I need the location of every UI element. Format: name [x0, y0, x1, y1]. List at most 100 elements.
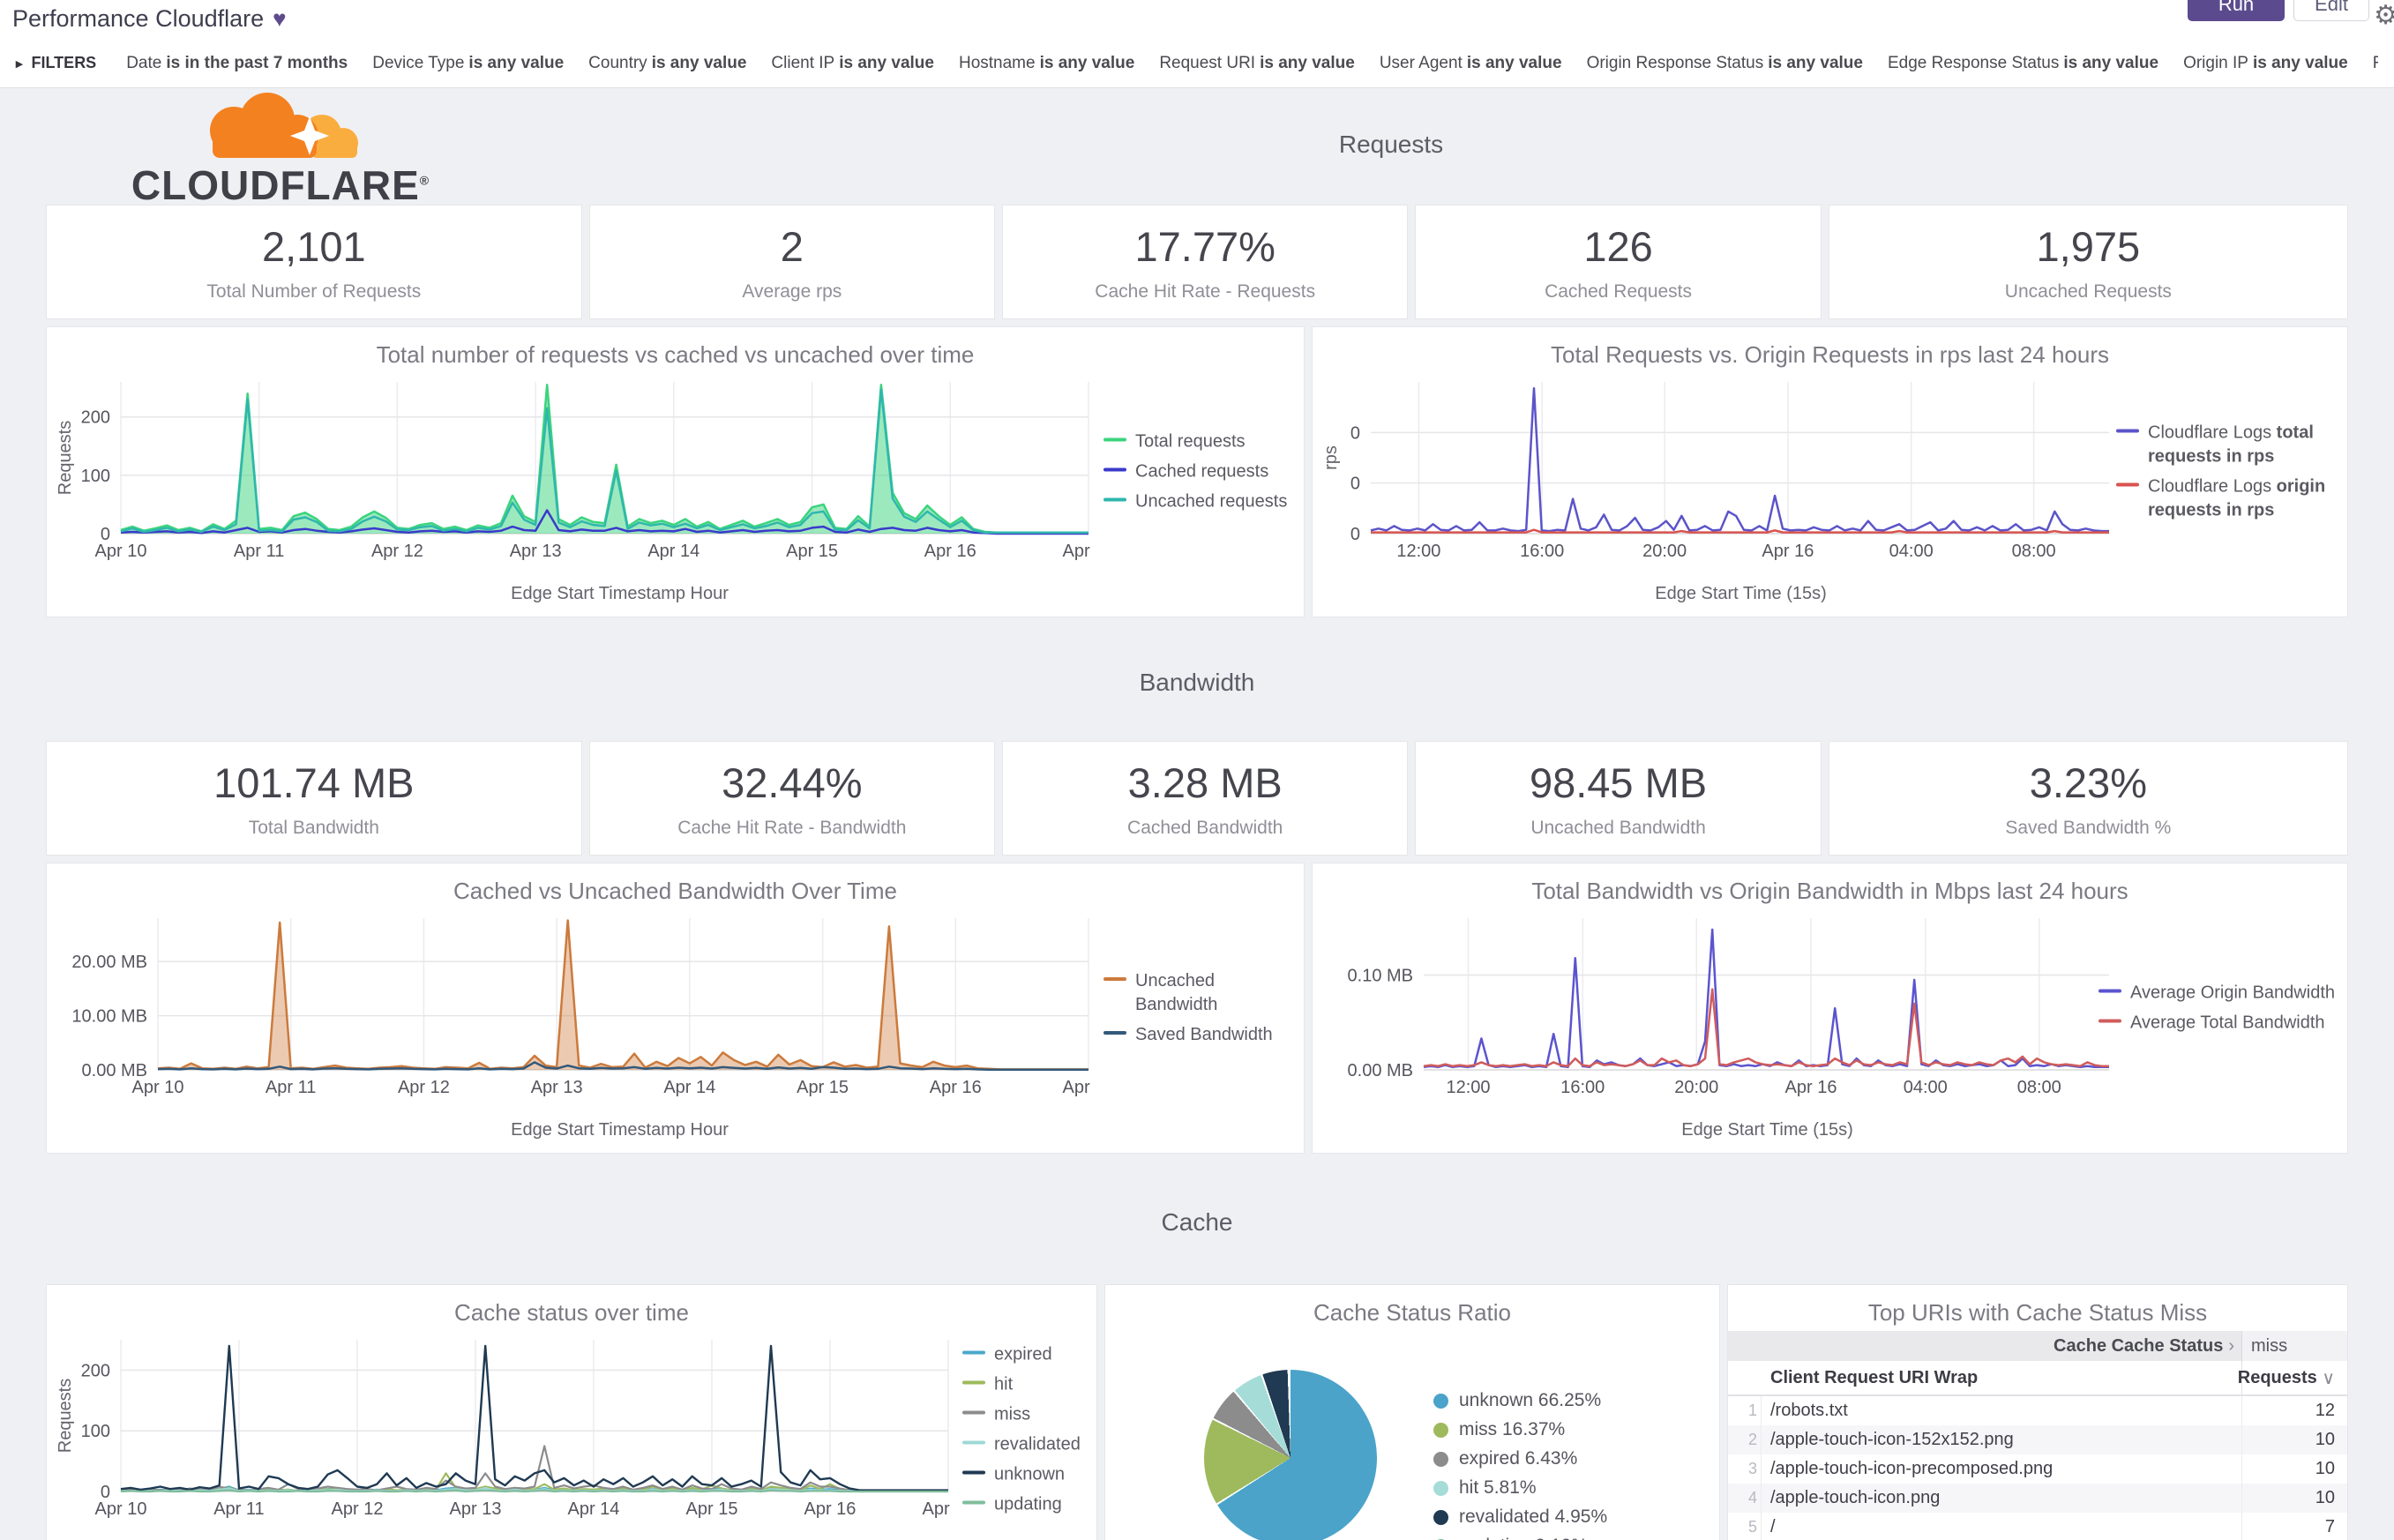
pie-legend-item[interactable]: unknown 66.25%: [1433, 1390, 1607, 1411]
svg-text:0.00 MB: 0.00 MB: [1348, 1061, 1413, 1080]
chart-legend: Uncached Bandwidth Saved Bandwidth: [1103, 963, 1293, 1053]
pie-legend-item[interactable]: expired 6.43%: [1433, 1448, 1607, 1469]
svg-text:Apr 11: Apr 11: [234, 542, 284, 561]
pivot-label-text: Cache Cache Status: [2054, 1335, 2224, 1356]
legend-item[interactable]: miss: [962, 1403, 1086, 1427]
filters-toggle[interactable]: ▸ FILTERS: [16, 54, 96, 72]
filter-field: Origin IP: [2183, 53, 2248, 72]
run-button[interactable]: Run: [2188, 0, 2285, 21]
rps-24h-plot[interactable]: 12:00 16:00 20:00 Apr 16 04:00 08:00 0 0 0: [1325, 373, 2116, 564]
legend-item[interactable]: Average Total Bandwidth: [2098, 1012, 2337, 1035]
kpi-cached-bandwidth[interactable]: 3.28 MB Cached Bandwidth: [1002, 741, 1409, 856]
logo-row: CLOUDFLARE® Requests: [46, 88, 2348, 206]
cache-status-pie-chart[interactable]: [1204, 1370, 1377, 1540]
kpi-saved-bandwidth-pct[interactable]: 3.23% Saved Bandwidth %: [1828, 741, 2348, 856]
svg-text:Apr 10: Apr 10: [95, 542, 147, 561]
filter-device-type[interactable]: Device Type is any value: [372, 54, 564, 73]
legend-swatch-icon: [962, 1350, 985, 1355]
requests-column-header[interactable]: Requests ∨: [2238, 1361, 2347, 1394]
bandwidth-24h-plot[interactable]: 12:00 16:00 20:00 Apr 16 04:00 08:00 0.00 MB 0.…: [1325, 909, 2116, 1100]
legend-item[interactable]: unknown: [962, 1463, 1086, 1487]
legend-swatch-icon: [962, 1410, 985, 1415]
svg-text:Apr 13: Apr 13: [510, 542, 562, 561]
svg-text:Apr 10: Apr 10: [95, 1499, 147, 1519]
x-axis-label: Edge Start Timestamp Hour: [511, 584, 729, 603]
pie-legend-item[interactable]: miss 16.37%: [1433, 1419, 1607, 1440]
legend-item[interactable]: Saved Bandwidth: [1103, 1023, 1293, 1047]
kpi-cached-requests[interactable]: 126 Cached Requests: [1415, 205, 1822, 319]
pivot-value[interactable]: miss: [2241, 1331, 2347, 1361]
svg-text:0: 0: [1350, 525, 1360, 544]
edit-button[interactable]: Edit: [2293, 0, 2369, 21]
filter-country[interactable]: Country is any value: [588, 54, 746, 73]
series-line-saved-bandwidth: [157, 1061, 1089, 1071]
legend-item[interactable]: Cloudflare Logs total requests in rps: [2116, 422, 2337, 469]
kpi-total-bandwidth[interactable]: 101.74 MB Total Bandwidth: [46, 741, 582, 856]
svg-text:0.10 MB: 0.10 MB: [1348, 967, 1413, 986]
filter-edge-response-status[interactable]: Edge Response Status is any value: [1888, 54, 2158, 73]
kpi-uncached-requests[interactable]: 1,975 Uncached Requests: [1828, 205, 2348, 319]
chart-svg: Apr 10 Apr 11 Apr 12 Apr 13 Apr 14 Apr 15 Apr …: [71, 918, 1114, 1097]
legend-item[interactable]: hit: [962, 1373, 1086, 1397]
table-row[interactable]: 3/apple-touch-icon-precomposed.png 10: [1728, 1454, 2347, 1484]
legend-item[interactable]: Uncached Bandwidth: [1103, 969, 1293, 1017]
requests-over-time-plot[interactable]: Apr 10 Apr 11 Apr 12 Apr 13 Apr 14 Apr 15 Apr …: [59, 373, 1114, 564]
svg-text:200: 200: [81, 1361, 110, 1380]
page-title-text: Performance Cloudflare: [12, 5, 265, 32]
chart-title: Total Bandwidth vs Origin Bandwidth in M…: [1531, 878, 2128, 904]
legend-item[interactable]: updating: [962, 1493, 1086, 1517]
kpi-cache-hit-rate-requests[interactable]: 17.77% Cache Hit Rate - Requests: [1002, 205, 1409, 319]
filter-request-uri[interactable]: Request URI is any value: [1159, 54, 1355, 73]
legend-item[interactable]: Total requests: [1103, 430, 1293, 454]
table-row[interactable]: 4/apple-touch-icon.png 10: [1728, 1484, 2347, 1513]
filter-field: RayID: [2373, 54, 2378, 72]
pie-legend-dot-icon: [1433, 1393, 1448, 1409]
table-row[interactable]: 5 / 7: [1728, 1513, 2347, 1540]
chart-legend: Cloudflare Logs total requests in rps Clo…: [2116, 415, 2337, 529]
pivot-label[interactable]: Cache Cache Status ›: [1728, 1336, 2241, 1357]
kpi-average-rps[interactable]: 2 Average rps: [588, 205, 996, 319]
filter-client-ip[interactable]: Client IP is any value: [771, 54, 934, 73]
legend-item[interactable]: Uncached requests: [1103, 490, 1293, 514]
uri-column-header[interactable]: Client Request URI Wrap: [1770, 1367, 1979, 1387]
filter-origin-response-status[interactable]: Origin Response Status is any value: [1587, 54, 1863, 73]
cache-status-over-time-plot[interactable]: Apr 10 Apr 11 Apr 12 Apr 13 Apr 14 Apr 15 Apr …: [59, 1331, 974, 1521]
kpi-uncached-bandwidth[interactable]: 98.45 MB Uncached Bandwidth: [1415, 741, 1822, 856]
legend-item[interactable]: Cached requests: [1103, 460, 1293, 484]
legend-item[interactable]: revalidated: [962, 1433, 1086, 1457]
svg-text:Apr 11: Apr 11: [213, 1499, 264, 1519]
pie-legend-item[interactable]: revalidated 4.95%: [1433, 1506, 1607, 1528]
filter-user-agent[interactable]: User Agent is any value: [1380, 54, 1562, 73]
legend-item[interactable]: expired: [962, 1343, 1086, 1367]
legend-item[interactable]: Average Origin Bandwidth: [2098, 982, 2337, 1005]
legend-label: Average Origin Bandwidth: [2130, 983, 2335, 1003]
filter-hostname[interactable]: Hostname is any value: [959, 54, 1134, 73]
top-bar: Performance Cloudflare ♥ Run Edit ⚙: [0, 0, 2394, 39]
svg-text:Apr 16: Apr 16: [1785, 1078, 1837, 1097]
legend-label: miss: [994, 1404, 1031, 1424]
table-row[interactable]: 2/apple-touch-icon-152x152.png 10: [1728, 1425, 2347, 1454]
pie-legend-item[interactable]: updating 0.19%: [1433, 1536, 1607, 1540]
svg-text:0.00 MB: 0.00 MB: [82, 1061, 147, 1080]
svg-text:16:00: 16:00: [1560, 1078, 1605, 1097]
filter-rayid[interactable]: RayIDis any valu…: [2373, 54, 2378, 73]
kpi-value: 98.45 MB: [1529, 759, 1708, 806]
svg-text:0: 0: [101, 525, 110, 544]
legend-label: Total requests: [1135, 431, 1246, 452]
filter-date[interactable]: Date is in the past 7 months: [126, 54, 348, 73]
filter-condition: is any value: [1039, 53, 1135, 72]
kpi-total-requests[interactable]: 2,101 Total Number of Requests: [46, 205, 582, 319]
legend-swatch-icon: [962, 1470, 985, 1475]
table-row[interactable]: 1/robots.txt 12: [1728, 1396, 2347, 1425]
pie-legend-item[interactable]: hit 5.81%: [1433, 1477, 1607, 1499]
legend-item[interactable]: Cloudflare Logs origin requests in rps: [2116, 475, 2337, 523]
series-line-total-requests-in-rps: [1370, 386, 2109, 533]
filter-origin-ip[interactable]: Origin IP is any value: [2183, 54, 2348, 73]
legend-swatch-icon: [2098, 989, 2121, 993]
legend-label: Cached requests: [1135, 461, 1269, 482]
kpi-cache-hit-rate-bandwidth[interactable]: 32.44% Cache Hit Rate - Bandwidth: [588, 741, 996, 856]
kpi-value: 126: [1583, 222, 1653, 270]
svg-text:100: 100: [81, 1422, 110, 1441]
gear-icon[interactable]: ⚙: [2374, 1, 2394, 30]
bandwidth-over-time-plot[interactable]: Apr 10 Apr 11 Apr 12 Apr 13 Apr 14 Apr 15 Apr …: [59, 909, 1114, 1100]
